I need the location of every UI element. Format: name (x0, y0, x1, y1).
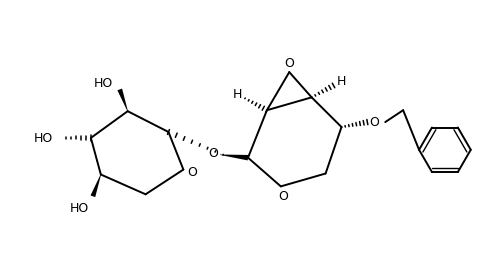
Polygon shape (220, 154, 248, 160)
Text: O: O (188, 166, 198, 179)
Polygon shape (90, 174, 101, 197)
Text: HO: HO (70, 202, 88, 215)
Polygon shape (118, 89, 128, 111)
Text: O: O (284, 57, 294, 70)
Text: H: H (337, 75, 346, 88)
Text: O: O (278, 190, 288, 203)
Text: O: O (208, 147, 218, 160)
Text: HO: HO (94, 77, 114, 90)
Text: H: H (232, 88, 242, 101)
Text: HO: HO (34, 132, 53, 145)
Text: O: O (370, 116, 379, 128)
